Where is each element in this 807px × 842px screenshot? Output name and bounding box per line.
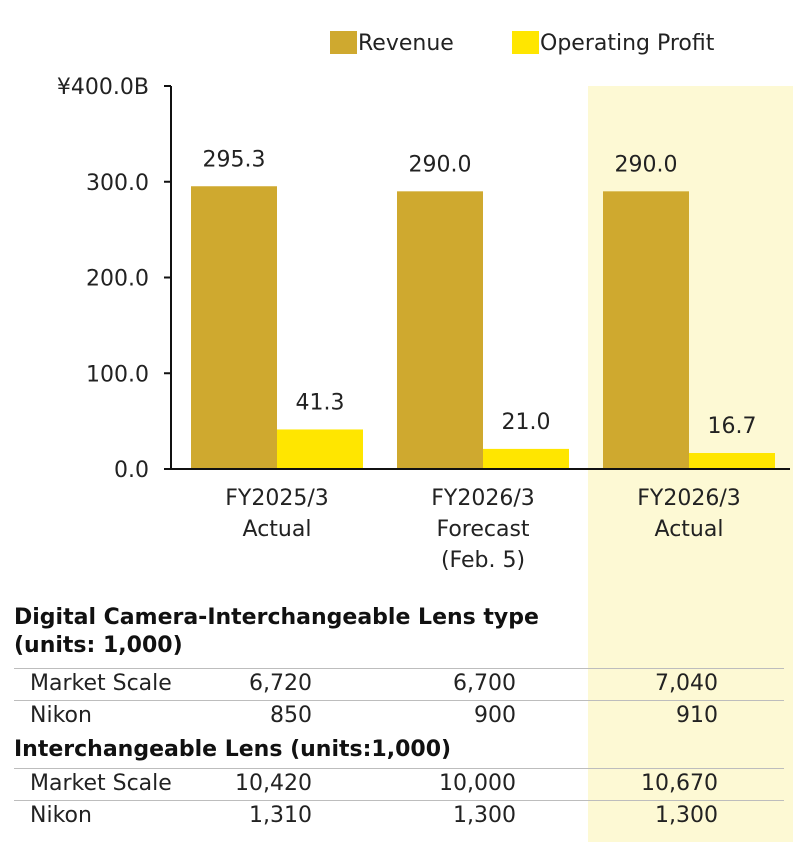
data-label: 290.0: [409, 152, 472, 177]
row-value-fy2026-actual: 10,670: [641, 771, 718, 796]
y-tick-label: 100.0: [86, 362, 149, 387]
bar-chart: Revenue Operating Profit 0.0 100.0 200.0 300…: [57, 31, 790, 573]
legend-label: Revenue: [358, 31, 454, 56]
data-label: 41.3: [296, 390, 345, 415]
row-value-fy2025-actual: 10,420: [235, 771, 312, 796]
table1-title: Digital Camera-Interchangeable Lens type…: [14, 604, 539, 660]
row-name: Nikon: [30, 803, 92, 828]
row-value-fy2026-actual: 7,040: [655, 671, 718, 696]
row-value-fy2026-actual: 910: [676, 703, 718, 728]
row-value-fy2025-actual: 1,310: [249, 803, 312, 828]
y-tick-label: ¥400.0B: [57, 75, 149, 100]
table-row: Nikon 850 900 910: [14, 700, 784, 733]
row-value-fy2026-forecast: 10,000: [439, 771, 516, 796]
y-axis: 0.0 100.0 200.0 300.0 ¥400.0B: [57, 75, 172, 483]
y-tick-label: 300.0: [86, 171, 149, 196]
data-labels: 295.3 41.3 290.0 21.0 290.0 16.7: [203, 147, 757, 439]
data-label: 16.7: [708, 414, 757, 439]
bars: [191, 186, 775, 469]
row-name: Market Scale: [30, 671, 172, 696]
table-row: Market Scale 6,720 6,700 7,040: [14, 668, 784, 701]
bar-operating-profit: [689, 453, 775, 469]
table2-title-line1: Interchangeable Lens (units:1,000): [14, 737, 452, 762]
legend: Revenue Operating Profit: [330, 31, 715, 56]
data-label: 295.3: [203, 147, 266, 172]
x-tick-label: FY2026/3 Actual: [637, 486, 741, 542]
bar-operating-profit: [483, 448, 569, 469]
row-name: Nikon: [30, 703, 92, 728]
bar-operating-profit: [277, 429, 363, 469]
y-tick-label: 0.0: [114, 458, 149, 483]
table1-title-line2: (units: 1,000): [14, 633, 183, 658]
bar-revenue: [397, 191, 483, 469]
x-tick-label: FY2026/3 Forecast (Feb. 5): [431, 486, 535, 573]
table1-title-line1: Digital Camera-Interchangeable Lens type: [14, 605, 539, 630]
row-name: Market Scale: [30, 771, 172, 796]
data-label: 290.0: [615, 152, 678, 177]
legend-swatch: [330, 31, 357, 54]
row-value-fy2025-actual: 6,720: [249, 671, 312, 696]
bar-revenue: [603, 191, 689, 469]
bar-revenue: [191, 186, 277, 469]
row-value-fy2026-actual: 1,300: [655, 803, 718, 828]
table-row: Nikon 1,310 1,300 1,300: [14, 800, 784, 833]
row-value-fy2025-actual: 850: [270, 703, 312, 728]
table-row: Market Scale 10,420 10,000 10,670: [14, 768, 784, 801]
legend-label: Operating Profit: [540, 31, 715, 56]
row-value-fy2026-forecast: 1,300: [453, 803, 516, 828]
table2-title: Interchangeable Lens (units:1,000): [14, 736, 451, 764]
legend-swatch: [512, 31, 539, 54]
x-axis: FY2025/3 Actual FY2026/3 Forecast (Feb. 5) FY…: [171, 468, 790, 573]
y-tick-label: 200.0: [86, 267, 149, 292]
x-tick-label: FY2025/3 Actual: [225, 486, 329, 542]
data-label: 21.0: [502, 410, 551, 435]
row-value-fy2026-forecast: 900: [474, 703, 516, 728]
row-value-fy2026-forecast: 6,700: [453, 671, 516, 696]
